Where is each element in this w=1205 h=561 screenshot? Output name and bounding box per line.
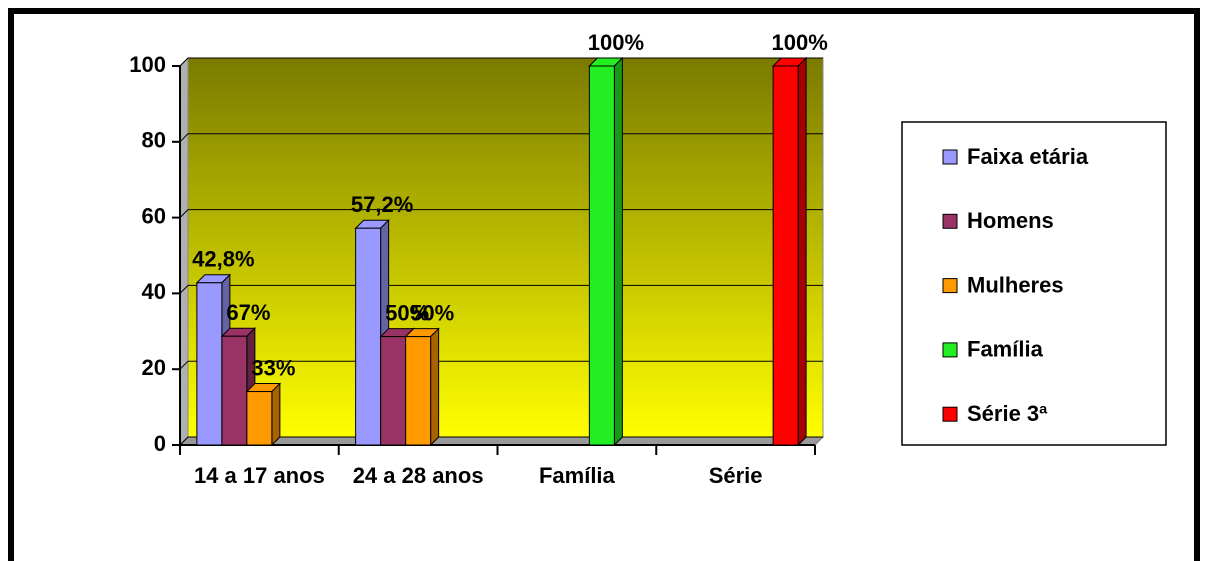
data-label: 100% — [771, 30, 827, 55]
bar — [771, 56, 808, 447]
data-label: 57,2% — [351, 192, 413, 217]
y-tick-label: 100 — [129, 52, 166, 77]
x-tick-label: 14 a 17 anos — [193, 463, 325, 488]
legend-label: Homens — [967, 208, 1054, 233]
y-tick-label: 40 — [142, 279, 166, 304]
bar — [588, 56, 624, 447]
bar — [404, 327, 440, 447]
bar-front — [196, 282, 223, 446]
data-label: 33% — [251, 355, 295, 380]
frame-border — [8, 8, 1200, 561]
legend-label: Faixa etária — [967, 144, 1089, 169]
bar-front — [405, 336, 432, 446]
bar — [245, 382, 282, 447]
bar-front — [355, 227, 382, 446]
bar-front — [380, 336, 407, 446]
bar-front — [772, 65, 799, 446]
y-tick-label: 20 — [142, 355, 166, 380]
data-label: 50% — [410, 300, 454, 325]
legend-swatch — [942, 278, 958, 294]
legend-label: Série 3ª — [967, 401, 1048, 426]
x-tick-label: Família — [538, 463, 615, 488]
y-tick-label: 60 — [142, 203, 166, 228]
y-tick-label: 0 — [154, 431, 166, 456]
bar-side-shade — [271, 383, 280, 445]
bar-side-shade — [614, 58, 623, 445]
bar-front — [221, 335, 248, 446]
data-label: 50% — [385, 300, 429, 325]
side-wall — [179, 56, 189, 447]
bar-front — [246, 391, 273, 446]
legend-swatch — [942, 213, 958, 229]
data-label: 100% — [588, 30, 644, 55]
x-tick-label: 24 a 28 anos — [352, 463, 484, 488]
bar-side-shade — [430, 328, 439, 445]
legend-label: Mulheres — [967, 272, 1064, 297]
x-tick-label: Série — [708, 463, 763, 488]
y-tick-label: 80 — [142, 128, 166, 153]
data-label: 42,8% — [192, 247, 254, 272]
legend-swatch — [942, 342, 958, 358]
legend-label: Família — [967, 337, 1044, 362]
bar-side-shade — [798, 58, 807, 445]
data-label: 67% — [226, 300, 270, 325]
bar-front — [588, 65, 615, 446]
legend-swatch — [942, 406, 958, 422]
legend-swatch — [942, 149, 958, 165]
